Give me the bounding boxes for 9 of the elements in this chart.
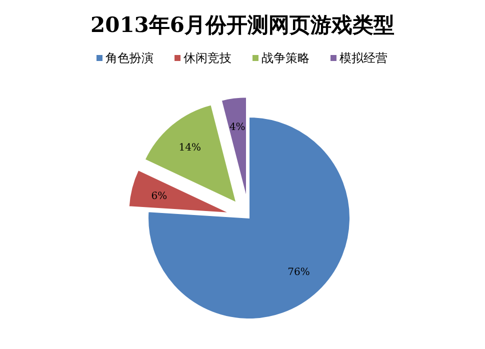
legend-label: 休闲竞技	[184, 51, 232, 65]
data-label: 4%	[229, 122, 246, 134]
data-label: 6%	[151, 190, 168, 202]
chart-title: 2013年6月份开测网页游戏类型	[90, 12, 395, 37]
legend-label: 角色扮演	[106, 51, 154, 65]
legend-label: 战争策略	[262, 51, 310, 65]
data-label: 14%	[178, 142, 202, 154]
legend-label: 模拟经营	[340, 51, 388, 65]
data-label: 76%	[288, 267, 310, 278]
